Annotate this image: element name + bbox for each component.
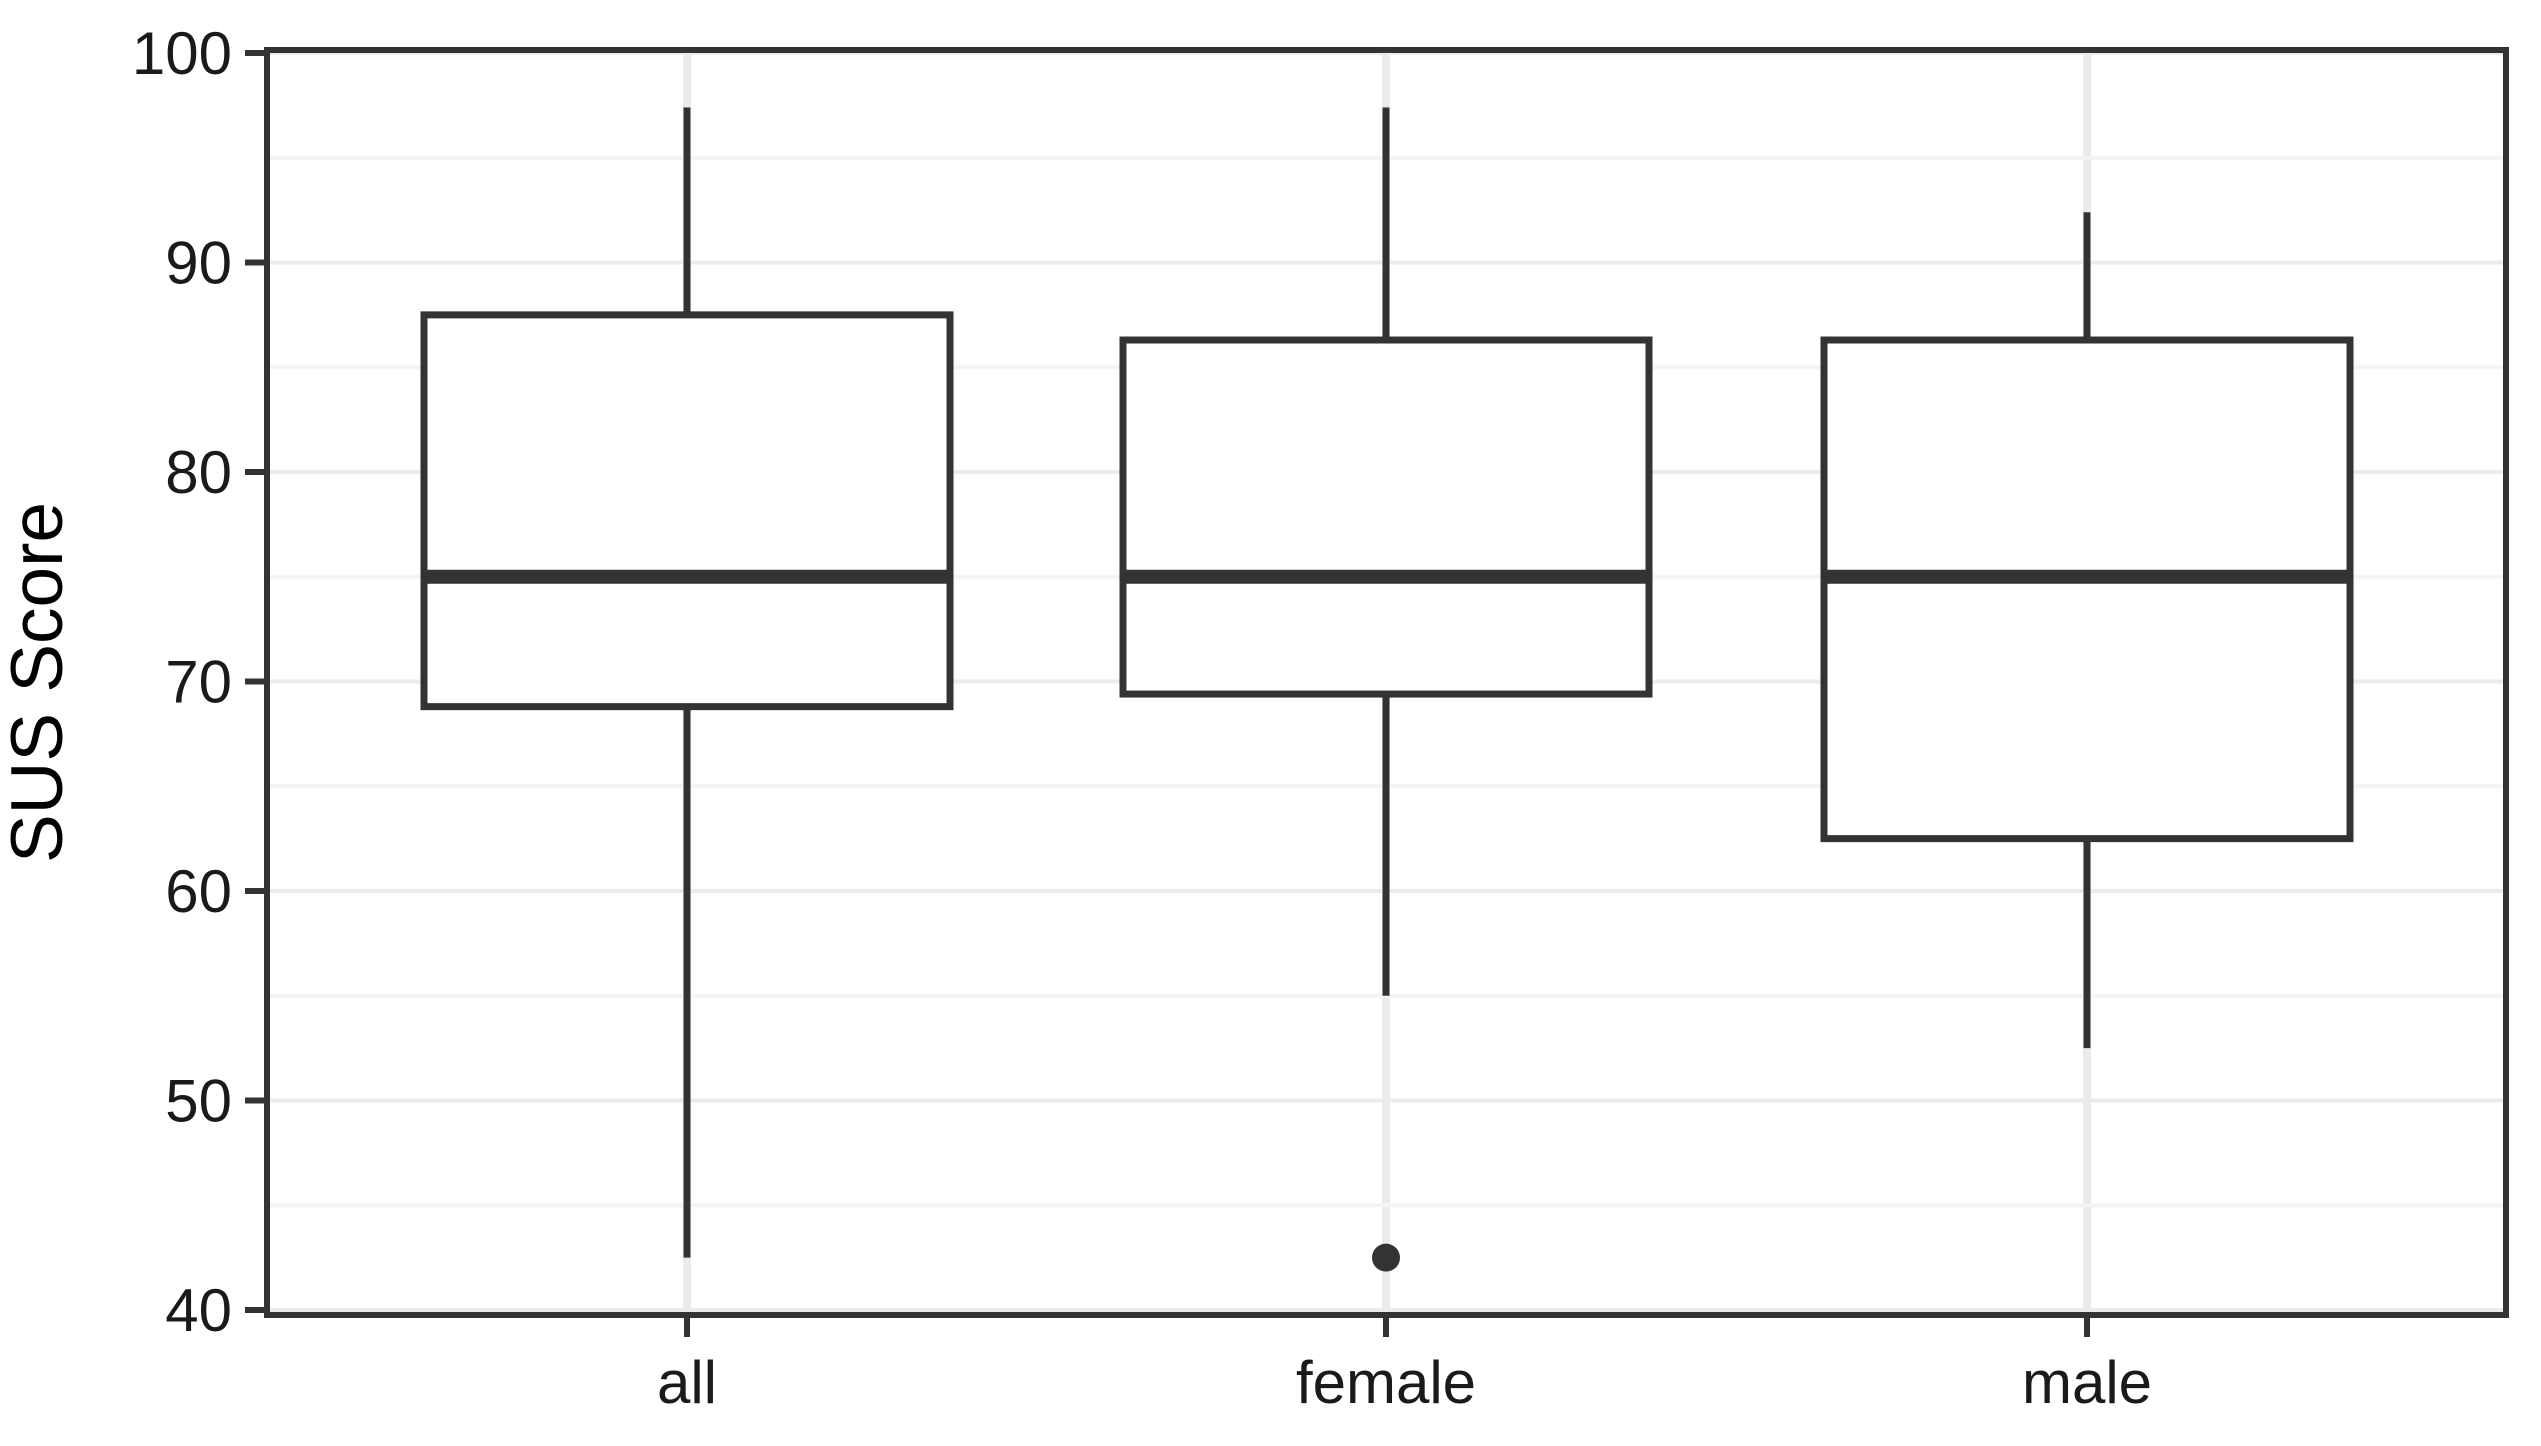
iqr-box-male (1820, 336, 2354, 843)
y-tick-label-50: 50 (165, 1068, 232, 1135)
y-axis-title: SUS Score (0, 502, 78, 863)
y-tick-label-100: 100 (132, 20, 232, 87)
y-tick-label-60: 60 (165, 858, 232, 925)
y-tick-label-90: 90 (165, 230, 232, 297)
y-tick-label-70: 70 (165, 649, 232, 716)
iqr-box-female (1119, 336, 1653, 698)
x-tick-label-female: female (1296, 1349, 1476, 1416)
x-tick-label-male: male (2022, 1349, 2152, 1416)
boxplot-female (1119, 107, 1653, 1272)
y-tick-label-80: 80 (165, 439, 232, 506)
y-tick-label-40: 40 (165, 1277, 232, 1344)
y-axis: 40 50 60 70 80 90 100 (132, 20, 267, 1344)
outlier-point-female (1372, 1243, 1400, 1272)
x-tick-label-all: all (657, 1349, 717, 1416)
boxplot-all (420, 107, 954, 1258)
x-axis: all female male (657, 1315, 2152, 1416)
boxplot-male (1820, 212, 2354, 1049)
iqr-box-all (420, 311, 954, 711)
